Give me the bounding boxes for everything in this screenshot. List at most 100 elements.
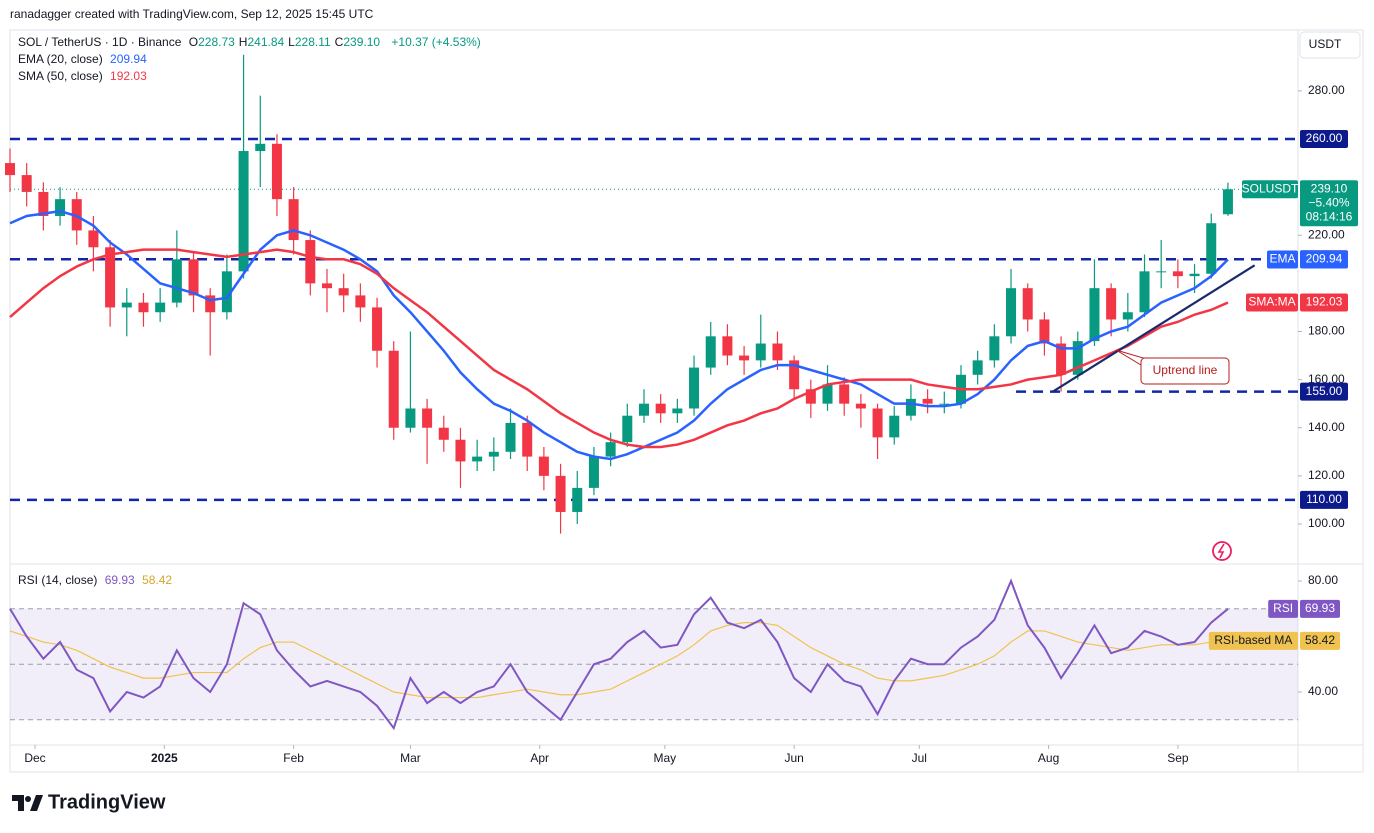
ohlc-value: 228.11	[294, 35, 331, 49]
annotation-label: Uptrend line	[1153, 363, 1218, 377]
ma-value: 209.94	[1306, 252, 1343, 266]
candle-body	[271, 143, 282, 200]
rsi-badge-bg	[1208, 631, 1298, 650]
x-tick-label: Jun	[784, 751, 803, 765]
last-price-label: 239.10	[1311, 181, 1348, 195]
ohlc-value: 241.84	[247, 35, 285, 49]
candle-body	[1056, 343, 1067, 375]
ema-legend: EMA (20, close) 209.94	[18, 52, 151, 66]
candle-body	[455, 439, 466, 462]
candle-body	[422, 408, 433, 428]
x-tick-label: Aug	[1038, 751, 1059, 765]
candle-body	[822, 384, 833, 404]
candle-body	[288, 199, 299, 241]
rsi-badge: RSI-based MA	[1214, 633, 1292, 647]
candle-body	[805, 389, 816, 404]
level-label: 110.00	[1306, 492, 1342, 506]
x-tick-label: Feb	[283, 751, 304, 765]
x-tick-label: Mar	[400, 751, 421, 765]
ma-value: 192.03	[1306, 295, 1343, 309]
candle-body	[488, 451, 499, 457]
candle-body	[171, 259, 182, 303]
watermark: ranadagger created with TradingView.com,…	[10, 7, 374, 21]
sma-name: SMA (50, close)	[18, 69, 103, 83]
y-tick-label: 180.00	[1308, 324, 1345, 338]
currency[interactable]: USDT	[1309, 37, 1342, 51]
candle-body	[205, 295, 216, 313]
candle-body	[21, 175, 32, 192]
x-tick-label: Sep	[1167, 751, 1189, 765]
change: +10.37 (+4.53%)	[391, 35, 481, 49]
logo	[12, 795, 43, 811]
ohlc-key: O	[188, 35, 199, 49]
ohlc-key: C	[334, 35, 344, 49]
candle-body	[321, 283, 332, 289]
last-symbol: SOLUSDT	[1242, 181, 1299, 195]
candle-body	[638, 403, 649, 416]
x-tick-label: May	[654, 751, 677, 765]
candle-body	[1156, 271, 1167, 273]
candle-body	[1172, 271, 1183, 277]
candle-body	[188, 259, 199, 296]
candle-body	[872, 408, 883, 438]
candle-body	[655, 403, 666, 414]
ema-value: 209.94	[110, 52, 147, 66]
candle-body	[989, 336, 1000, 361]
currency-button[interactable]	[1299, 31, 1361, 59]
level-label-bg	[1300, 490, 1348, 509]
ma-line	[9, 248, 1229, 449]
candle-body	[1072, 341, 1083, 375]
candle-body	[705, 336, 716, 368]
x-tick-label: Apr	[530, 751, 549, 765]
candle-body	[1006, 288, 1017, 337]
candle-body	[1222, 189, 1233, 215]
y-tick-label: 280.00	[1308, 83, 1345, 97]
rsi-line	[9, 578, 1229, 731]
candle-body	[405, 408, 416, 428]
candle-body	[1122, 312, 1133, 320]
candle-body	[789, 360, 800, 390]
y-tick-label: 120.00	[1308, 468, 1345, 482]
level-label: 155.00	[1306, 384, 1343, 398]
rsi-value: 69.93	[1305, 601, 1335, 615]
candle-body	[922, 398, 933, 404]
last-price-countdown: 08:14:16	[1306, 209, 1353, 223]
candle-body	[889, 415, 900, 438]
candle-body	[1089, 288, 1100, 342]
candle-body	[855, 403, 866, 409]
rsi-value-bg	[1300, 631, 1340, 650]
ma-badge: EMA	[1269, 252, 1295, 266]
candle-body	[355, 295, 366, 308]
candle-body	[38, 191, 49, 216]
ma-badge: SMA:MA	[1248, 295, 1295, 309]
ema-name: EMA (20, close)	[18, 52, 103, 66]
level-label-bg	[1300, 382, 1348, 401]
candle-body	[1106, 288, 1117, 320]
candle-body	[972, 360, 983, 375]
candle-body	[755, 343, 766, 361]
y-tick-label: 100.00	[1308, 516, 1345, 530]
candle-body	[372, 307, 383, 351]
ma-value-bg	[1300, 250, 1348, 269]
x-tick-label: 2025	[151, 751, 178, 765]
rsi-legend: RSI (14, close) 69.93 58.42	[18, 573, 176, 587]
sma-legend: SMA (50, close) 192.03	[18, 69, 151, 83]
level-label-bg	[1300, 129, 1348, 148]
x-tick-label: Jul	[912, 751, 927, 765]
candle-body	[588, 456, 599, 488]
logo-text: TradingView	[48, 791, 166, 813]
candle-body	[772, 343, 783, 361]
candle-body	[522, 422, 533, 457]
candle-body	[1189, 273, 1200, 277]
level-label: 260.00	[1306, 131, 1343, 145]
last-price-change: −5.40%	[1308, 195, 1349, 209]
last-symbol-bg	[1242, 180, 1298, 199]
y-tick-label: 40.00	[1308, 684, 1338, 698]
rsi-value: 58.42	[1305, 633, 1335, 647]
ohlc-key: H	[238, 35, 248, 49]
candle-body	[238, 151, 249, 272]
alert-icon[interactable]	[1212, 541, 1232, 561]
candle-body	[555, 475, 566, 512]
